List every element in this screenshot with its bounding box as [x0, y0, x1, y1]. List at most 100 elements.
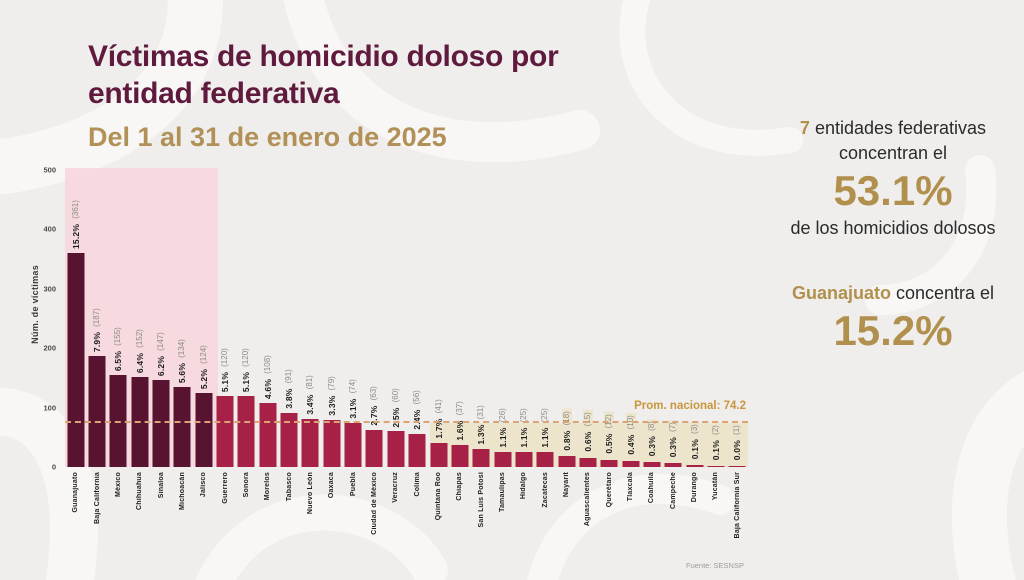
bar-value-label: 5.6% (134) — [177, 339, 187, 383]
bar-slot: 0.0% (1) — [727, 170, 748, 467]
state-label: Nayarit — [563, 472, 571, 498]
bar-slot: 1.7% (41) — [428, 170, 449, 467]
bar — [195, 393, 213, 467]
bar-percent: 0.5% — [604, 433, 615, 454]
bar — [323, 420, 341, 467]
bar — [536, 452, 554, 467]
bar-slot: 0.3% (7) — [663, 170, 684, 467]
bar — [728, 466, 746, 467]
bar-percent: 7.9% — [92, 331, 103, 352]
bar-slot: 3.1% (74) — [342, 170, 363, 467]
bar-value-label: 0.1% (2) — [710, 422, 721, 462]
bar-value-label: 0.6% (15) — [582, 410, 593, 455]
x-label-slot: Querétaro — [599, 472, 620, 507]
bar-count: (120) — [241, 347, 251, 369]
bar-percent: 2.4% — [412, 409, 423, 430]
state-label: Morelos — [264, 472, 272, 501]
bar — [408, 433, 426, 467]
state-label: Campeche — [669, 472, 677, 510]
x-label-slot: Baja California Sur — [727, 472, 748, 538]
stat-top7-line1: 7 entidades federativas — [768, 116, 1018, 141]
bar-slot: 2.4% (56) — [407, 170, 428, 467]
page-title: Víctimas de homicidio doloso por entidad… — [88, 38, 559, 112]
bar-slot: 0.8% (18) — [556, 170, 577, 467]
bar-percent: 3.8% — [284, 388, 295, 409]
stat-guanajuato-line1: Guanajuato concentra el — [768, 281, 1018, 306]
bar — [88, 355, 106, 467]
bar-percent: 1.1% — [518, 427, 529, 449]
bar-percent: 0.1% — [710, 439, 721, 460]
bar-slot: 1.1% (26) — [492, 170, 513, 467]
bar-count: (361) — [70, 199, 80, 221]
bar-percent: 5.2% — [198, 369, 209, 390]
stat-top7-text1: entidades federativas — [809, 118, 987, 138]
bar — [365, 429, 383, 467]
bar-count: (10) — [625, 415, 635, 432]
bar-slot: 5.1% (120) — [236, 170, 257, 467]
bar-count: (18) — [561, 410, 571, 428]
bar-percent: 5.6% — [177, 363, 188, 384]
bar-value-label: 6.2% (147) — [156, 332, 166, 376]
x-label-slot: Morelos — [257, 472, 278, 500]
bar-value-label: 3.3% (79) — [327, 376, 337, 416]
bar-slot: 4.6% (108) — [257, 170, 278, 467]
bar-value-label: 0.4% (10) — [625, 413, 636, 458]
bar-slot: 2.7% (63) — [364, 170, 385, 467]
bar-count: (31) — [476, 404, 486, 422]
bar-value-label: 1.7% (41) — [434, 399, 444, 439]
bar-count: (91) — [284, 369, 294, 386]
bar — [259, 402, 277, 467]
x-label-slot: Michoacán — [172, 472, 193, 510]
bar — [515, 452, 533, 467]
bar-count: (81) — [305, 375, 315, 392]
bar-value-label: 2.4% (56) — [412, 390, 422, 430]
bar — [109, 374, 127, 467]
bar-slot: 0.4% (10) — [620, 170, 641, 467]
bar — [173, 387, 191, 467]
bar — [579, 458, 597, 467]
x-axis-labels: Guanajuato Baja California México Chihuahua… — [65, 472, 748, 576]
x-label-slot: Hidalgo — [513, 472, 534, 499]
y-tick-label: 300 — [43, 284, 56, 294]
bar-value-label: 6.5% (155) — [113, 327, 123, 371]
x-label-slot: Nayarit — [556, 472, 577, 497]
bar-slot: 5.1% (120) — [214, 170, 235, 467]
x-label-slot: Zacatecas — [535, 472, 556, 508]
state-label: Puebla — [349, 472, 357, 497]
x-label-slot: Tabasco — [278, 472, 299, 501]
state-label: Chihuahua — [136, 472, 144, 510]
bar-value-label: 0.3% (8) — [646, 419, 657, 459]
bar-value-label: 5.1% (120) — [220, 348, 230, 392]
bar-percent: 1.1% — [540, 427, 551, 449]
bar-value-label: 1.3% (31) — [476, 405, 486, 445]
x-label-slot: Chiapas — [449, 472, 470, 501]
bar-count: (63) — [369, 385, 379, 403]
state-label: Querétaro — [605, 472, 613, 508]
x-label-slot: Baja California — [86, 472, 107, 524]
bar-slot: 0.5% (12) — [599, 170, 620, 467]
x-label-slot: Yucatán — [705, 472, 726, 500]
state-label: Sonora — [242, 472, 250, 498]
bar-slot: 0.6% (15) — [577, 170, 598, 467]
bar-slot: 1.6% (37) — [449, 170, 470, 467]
bar-count: (187) — [92, 307, 102, 329]
bar-count: (79) — [326, 376, 336, 393]
state-label: Durango — [691, 472, 699, 503]
bar-value-label: 3.1% (74) — [348, 379, 358, 419]
bar-percent: 5.1% — [241, 371, 252, 392]
stat-guanajuato: Guanajuato concentra el 15.2% — [768, 281, 1018, 356]
bar-count: (56) — [412, 390, 422, 407]
state-label: Baja California — [93, 472, 101, 525]
state-label: Aguascalientes — [584, 472, 592, 527]
state-label: Coahuila — [648, 472, 656, 504]
x-label-slot: Sinaloa — [150, 472, 171, 498]
y-tick-label: 400 — [43, 224, 56, 234]
state-label: Quintana Roo — [435, 472, 443, 521]
bar-value-label: 1.1% (26) — [498, 408, 508, 448]
state-label: Oaxaca — [328, 472, 336, 499]
x-label-slot: Nuevo León — [300, 472, 321, 514]
bar-count: (7) — [668, 421, 678, 434]
x-label-slot: Oaxaca — [321, 472, 342, 498]
